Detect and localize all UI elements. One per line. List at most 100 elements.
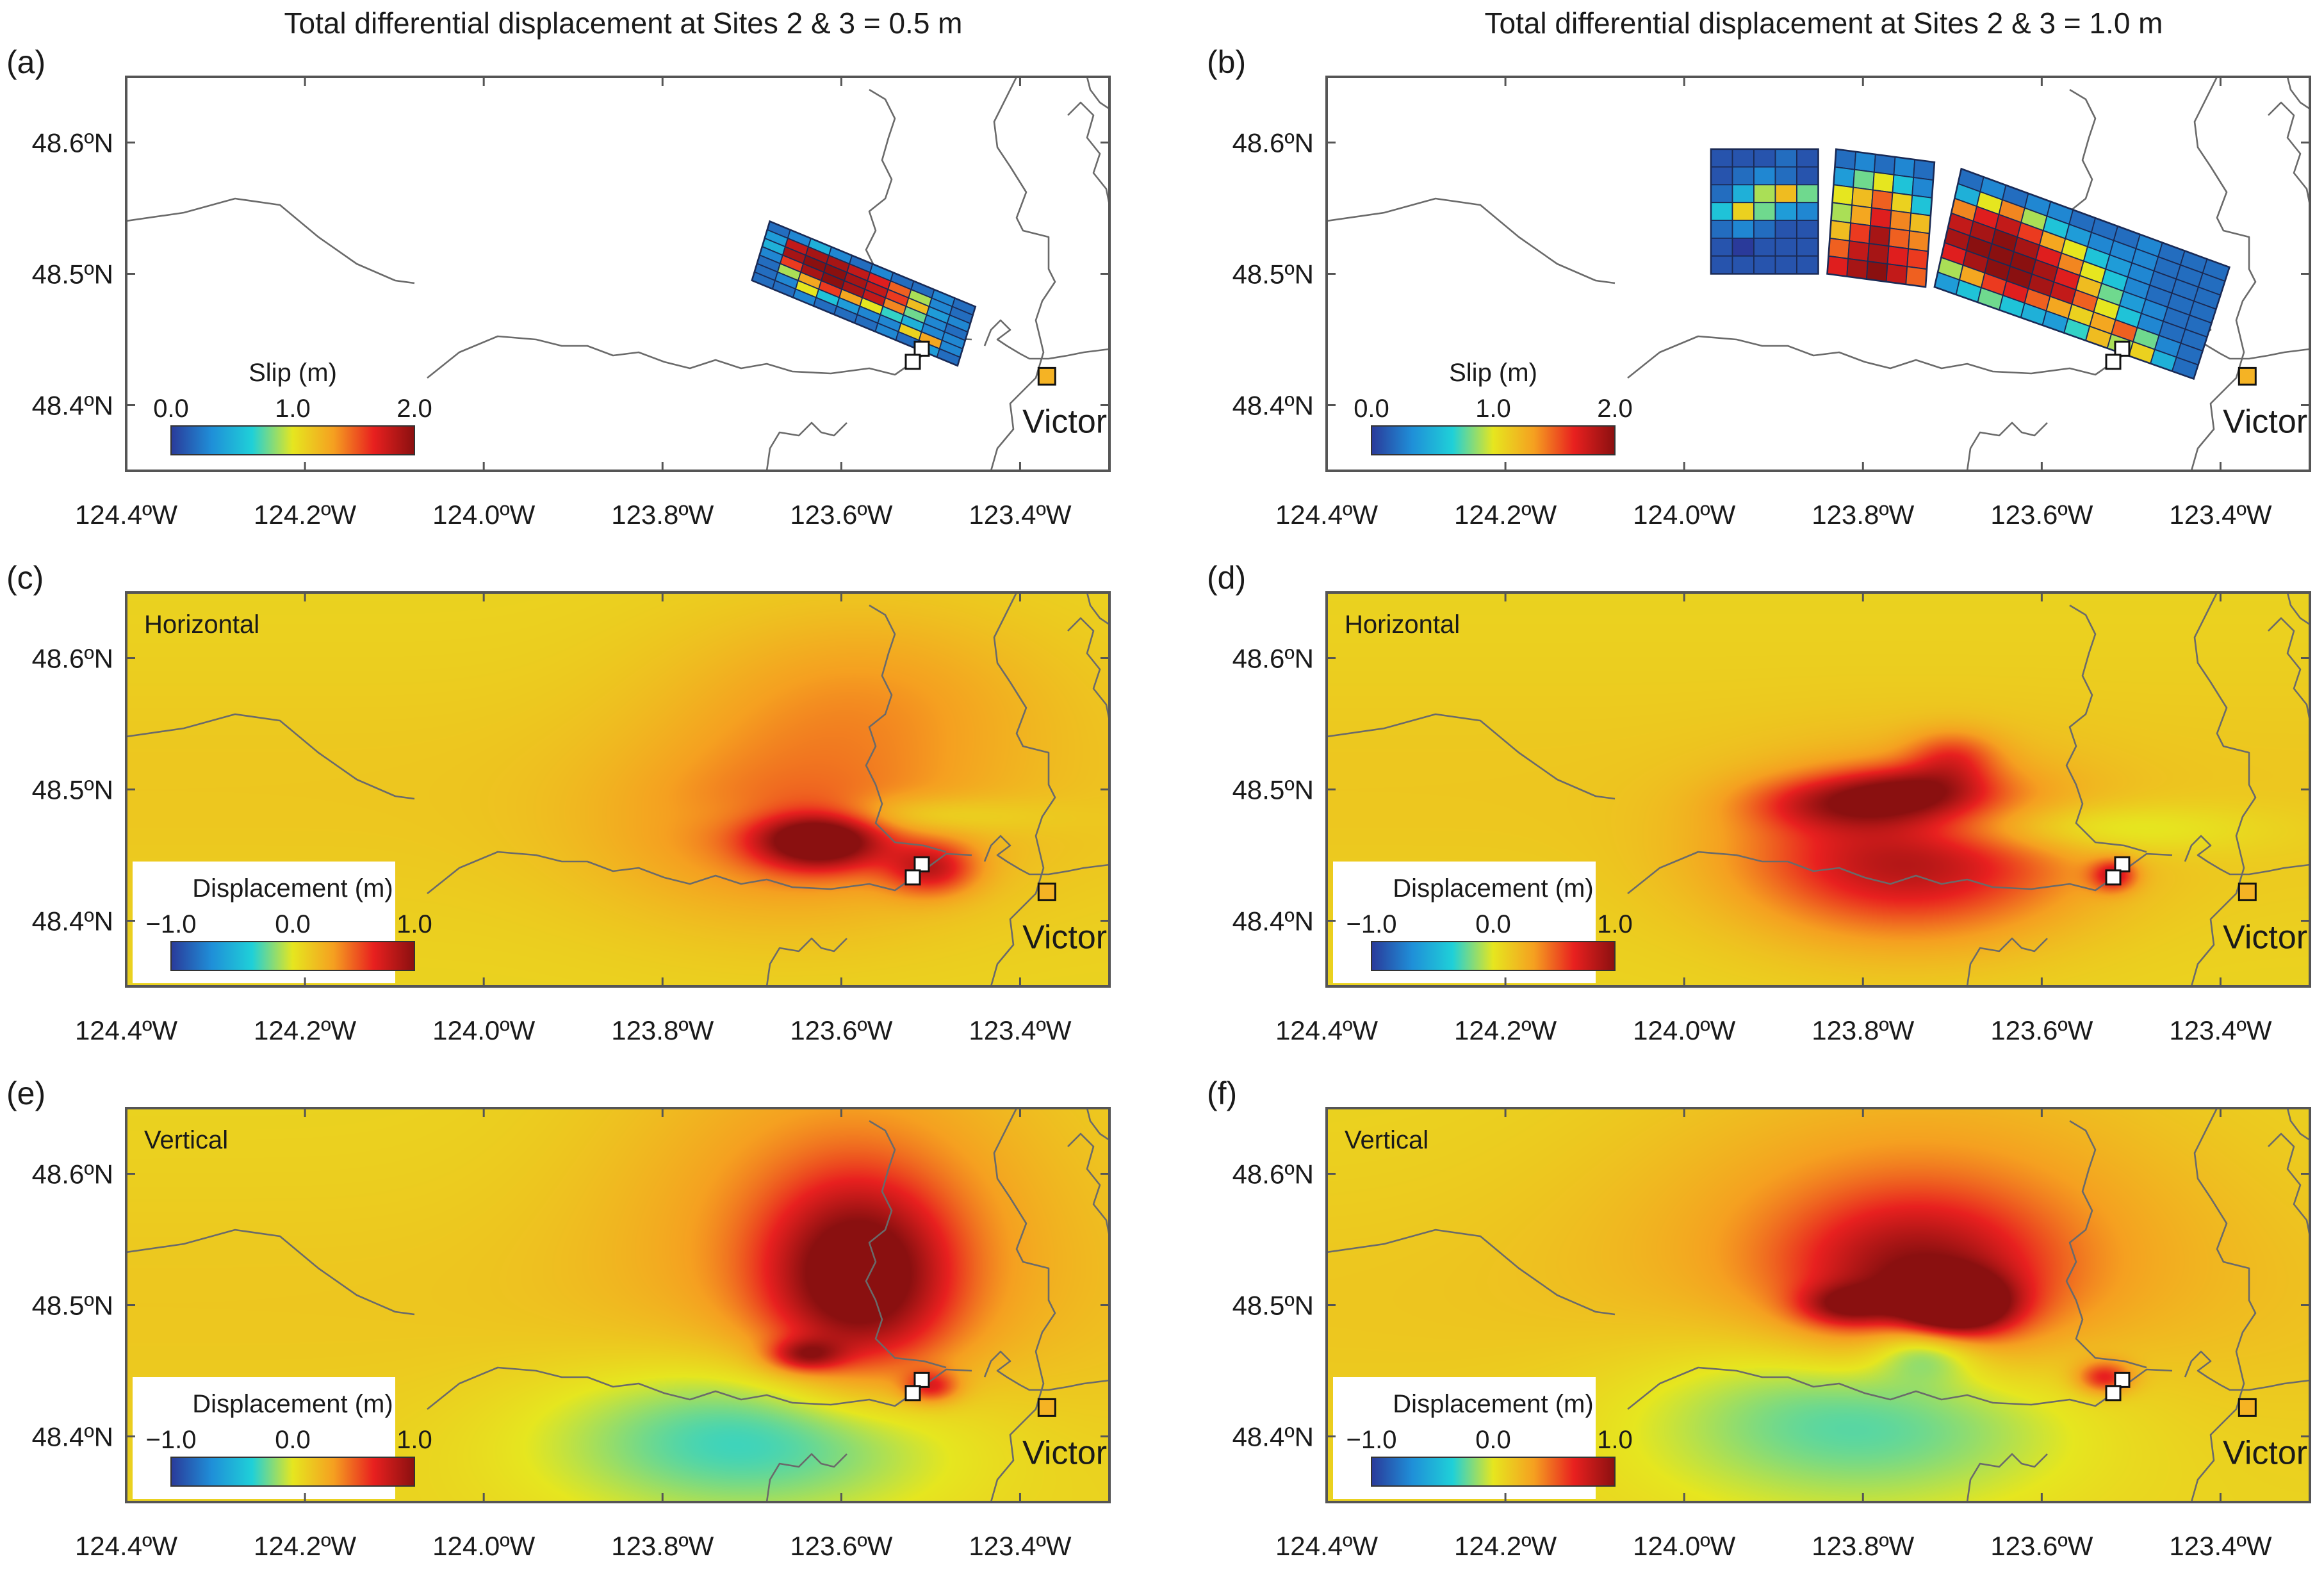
slip-patch-1-5-0 bbox=[1828, 237, 1851, 259]
coastline-7 bbox=[1086, 77, 1109, 110]
x-tick-label: 123.8ºW bbox=[1812, 1531, 1914, 1561]
colorbar-tick-label: 2.0 bbox=[1597, 395, 1633, 423]
slip-patch-0-6-1 bbox=[1731, 255, 1755, 275]
city-label-victoria: Victoria bbox=[2223, 403, 2324, 440]
coastline-6 bbox=[1067, 101, 1109, 206]
coastline-6 bbox=[2268, 617, 2310, 721]
coastline-7 bbox=[1086, 1108, 1109, 1141]
coastline-2 bbox=[765, 937, 847, 986]
colorbar-tick-label: 0.0 bbox=[275, 1426, 311, 1454]
x-tick-label: 124.0ºW bbox=[432, 500, 535, 530]
coastline-6 bbox=[2268, 1132, 2310, 1237]
colorbar-title: Displacement (m) bbox=[192, 874, 393, 903]
colorbar-tick-label: 0.0 bbox=[1475, 1426, 1511, 1454]
site-marker bbox=[2114, 340, 2131, 357]
x-tick-label: 124.0ºW bbox=[432, 1531, 535, 1561]
coastline-1 bbox=[1627, 335, 2173, 379]
slip-patch-0-3-1 bbox=[1731, 202, 1755, 221]
y-tick-label: 48.5ºN bbox=[32, 259, 113, 290]
colorbar bbox=[170, 941, 415, 971]
panel-c: Horizontal Displacement (m) −1.0 0.0 1.0 Vict… bbox=[6, 560, 1111, 1045]
slip-patch-1-4-1 bbox=[1849, 222, 1871, 245]
coastline-0 bbox=[126, 1229, 415, 1316]
site-marker bbox=[904, 1385, 921, 1401]
component-label: Horizontal bbox=[144, 610, 259, 639]
colorbar-title: Slip (m) bbox=[249, 359, 337, 387]
panels-group: Slip (m) 0.0 1.0 2.0 Victoria 124.4ºW 124.2ºW 1… bbox=[6, 44, 2324, 1561]
fault-outline-2 bbox=[1933, 167, 2231, 380]
coastline-6 bbox=[1067, 617, 1109, 721]
slip-patch-0-3-3 bbox=[1774, 202, 1797, 221]
slip-patch-1-5-3 bbox=[1886, 245, 1910, 268]
slip-patch-0-4-0 bbox=[1710, 220, 1733, 239]
x-tick-label: 124.4ºW bbox=[75, 1015, 177, 1045]
panel-label: (f) bbox=[1207, 1075, 1237, 1111]
site-marker bbox=[913, 1371, 930, 1388]
city-label-victoria: Victoria bbox=[1022, 403, 1133, 440]
slip-patch-0-1-1 bbox=[1731, 166, 1755, 186]
site-marker bbox=[2105, 354, 2122, 370]
colorbar-tick-label: 1.0 bbox=[1597, 1426, 1633, 1454]
slip-patch-1-4-0 bbox=[1829, 219, 1852, 242]
site-marker bbox=[904, 869, 921, 886]
x-tick-label: 123.6ºW bbox=[1990, 1531, 2093, 1561]
coastline-3 bbox=[2065, 604, 2147, 853]
victoria-marker bbox=[2238, 1398, 2257, 1417]
panel-label: (a) bbox=[6, 44, 45, 80]
panel-d: Horizontal Displacement (m) −1.0 0.0 1.0 Vict… bbox=[1207, 560, 2311, 1045]
slip-patch-0-6-0 bbox=[1710, 255, 1733, 275]
coastline-0 bbox=[126, 713, 415, 800]
victoria-marker bbox=[2238, 882, 2257, 901]
x-tick-label: 123.6ºW bbox=[790, 500, 892, 530]
slip-patch-1-6-0 bbox=[1826, 255, 1849, 277]
x-tick-label: 124.2ºW bbox=[1454, 500, 1557, 530]
slip-patch-0-0-1 bbox=[1731, 148, 1755, 168]
fault-outline-0 bbox=[751, 220, 977, 367]
colorbar-tick-label: 0.0 bbox=[153, 395, 189, 423]
panel-b: Slip (m) 0.0 1.0 2.0 Victoria 124.4ºW 124.2ºW 1… bbox=[1207, 44, 2324, 530]
coastline-4 bbox=[2190, 592, 2257, 986]
coastline-0 bbox=[126, 197, 415, 284]
slip-patch-1-3-2 bbox=[1869, 207, 1892, 229]
site-marker bbox=[913, 856, 930, 872]
slip-patch-1-5-2 bbox=[1867, 243, 1890, 265]
x-tick-label: 123.4ºW bbox=[2169, 1531, 2271, 1561]
x-tick-label: 124.4ºW bbox=[1275, 1015, 1378, 1045]
slip-patch-1-1-4 bbox=[1911, 176, 1934, 199]
slip-patch-0-2-4 bbox=[1796, 184, 1819, 204]
slip-patch-1-2-1 bbox=[1851, 186, 1874, 209]
column-title-left: Total differential displacement at Sites… bbox=[284, 6, 962, 40]
panel-label: (d) bbox=[1207, 560, 1246, 596]
x-tick-label: 124.4ºW bbox=[1275, 500, 1378, 530]
coastline-5 bbox=[2184, 835, 2310, 876]
coastline-5 bbox=[983, 319, 1109, 360]
slip-patch-0-4-1 bbox=[1731, 220, 1755, 239]
site-marker bbox=[2114, 856, 2131, 872]
slip-patch-0-5-1 bbox=[1731, 237, 1755, 257]
y-tick-label: 48.4ºN bbox=[32, 906, 113, 936]
slip-patch-0-3-4 bbox=[1796, 202, 1819, 221]
coastline-3 bbox=[865, 1120, 947, 1369]
slip-patch-1-2-3 bbox=[1890, 192, 1913, 214]
slip-patch-1-0-4 bbox=[1913, 159, 1935, 181]
coastline-2 bbox=[765, 421, 847, 471]
slip-patch-1-2-4 bbox=[1910, 194, 1933, 217]
site-marker bbox=[913, 340, 930, 357]
colorbar-tick-label: −1.0 bbox=[1346, 1426, 1397, 1454]
slip-patch-1-3-4 bbox=[1909, 212, 1931, 234]
x-tick-label: 123.4ºW bbox=[969, 1531, 1071, 1561]
coastline-1 bbox=[427, 851, 972, 895]
slip-patch-0-1-4 bbox=[1796, 166, 1819, 186]
coastline-2 bbox=[1966, 421, 2048, 471]
colorbar-tick-label: 2.0 bbox=[397, 395, 432, 423]
site-marker bbox=[2105, 1385, 2122, 1401]
slip-patch-0-1-2 bbox=[1753, 166, 1776, 186]
colorbar-tick-label: −1.0 bbox=[1346, 910, 1397, 938]
colorbar-tick-label: 1.0 bbox=[1475, 395, 1511, 423]
y-tick-label: 48.5ºN bbox=[1232, 1291, 1314, 1321]
y-tick-label: 48.6ºN bbox=[1232, 644, 1314, 674]
panel-plot-area: Vertical Displacement (m) −1.0 0.0 1.0 Victor… bbox=[1327, 1108, 2310, 1502]
slip-patch-0-2-3 bbox=[1774, 184, 1797, 204]
coastline-6 bbox=[2268, 101, 2310, 206]
victoria-marker bbox=[1037, 366, 1056, 386]
